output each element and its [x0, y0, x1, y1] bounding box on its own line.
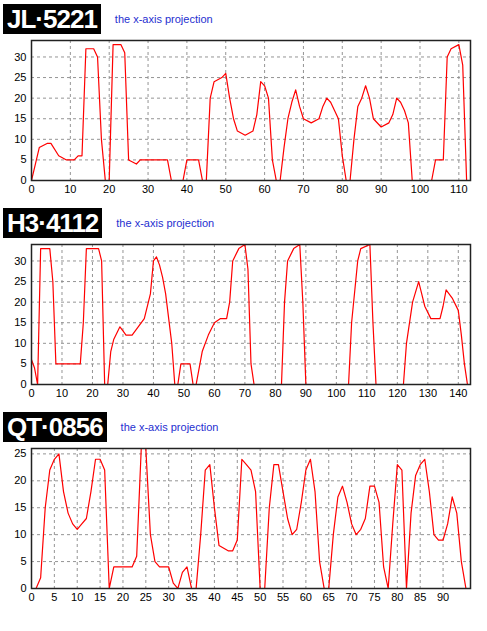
svg-text:110: 110	[358, 387, 376, 399]
svg-text:30: 30	[14, 50, 26, 62]
svg-text:10: 10	[64, 183, 76, 195]
html-text:the x-axis projection: the x-axis projection	[120, 421, 219, 433]
svg-text:130: 130	[419, 387, 437, 399]
svg-text:25: 25	[140, 591, 152, 603]
svg-text:40: 40	[147, 387, 159, 399]
svg-text:50: 50	[220, 183, 232, 195]
svg-text:25: 25	[14, 275, 26, 287]
html-text:H3·4112: H3·4112	[7, 208, 99, 238]
html-text:QT·0856: QT·0856	[7, 412, 103, 442]
svg-text:140: 140	[449, 387, 467, 399]
svg-text:10: 10	[56, 387, 68, 399]
svg-text:20: 20	[117, 591, 129, 603]
svg-text:25: 25	[14, 71, 26, 83]
svg-text:25: 25	[14, 447, 26, 459]
svg-text:10: 10	[71, 591, 83, 603]
svg-text:70: 70	[345, 591, 357, 603]
svg-text:30: 30	[14, 254, 26, 266]
html-text:JL·5221: JL·5221	[7, 4, 97, 34]
svg-text:50: 50	[178, 387, 190, 399]
html-text:the x-axis projection: the x-axis projection	[114, 13, 213, 25]
svg-text:0: 0	[28, 183, 34, 195]
svg-text:5: 5	[20, 555, 26, 567]
svg-text:15: 15	[14, 316, 26, 328]
svg-text:110: 110	[450, 183, 468, 195]
svg-text:15: 15	[94, 591, 106, 603]
svg-text:5: 5	[20, 153, 26, 165]
svg-text:0: 0	[20, 378, 26, 390]
svg-text:5: 5	[51, 591, 57, 603]
svg-text:50: 50	[254, 591, 266, 603]
svg-text:55: 55	[277, 591, 289, 603]
svg-text:100: 100	[411, 183, 429, 195]
svg-text:60: 60	[258, 183, 270, 195]
svg-text:15: 15	[14, 112, 26, 124]
svg-text:90: 90	[300, 387, 312, 399]
svg-text:80: 80	[391, 591, 403, 603]
svg-text:15: 15	[14, 501, 26, 513]
svg-text:10: 10	[14, 133, 26, 145]
svg-text:65: 65	[323, 591, 335, 603]
svg-text:80: 80	[336, 183, 348, 195]
svg-text:45: 45	[231, 591, 243, 603]
svg-text:0: 0	[20, 582, 26, 594]
svg-text:40: 40	[181, 183, 193, 195]
svg-text:85: 85	[414, 591, 426, 603]
svg-text:60: 60	[208, 387, 220, 399]
svg-text:80: 80	[269, 387, 281, 399]
svg-text:0: 0	[20, 174, 26, 186]
svg-text:70: 70	[239, 387, 251, 399]
svg-text:100: 100	[327, 387, 345, 399]
svg-text:40: 40	[208, 591, 220, 603]
svg-text:120: 120	[388, 387, 406, 399]
html-text:the x-axis projection: the x-axis projection	[116, 217, 215, 229]
svg-text:20: 20	[14, 92, 26, 104]
svg-text:20: 20	[103, 183, 115, 195]
svg-text:90: 90	[375, 183, 387, 195]
svg-text:30: 30	[163, 591, 175, 603]
svg-text:10: 10	[14, 528, 26, 540]
svg-text:35: 35	[185, 591, 197, 603]
svg-text:60: 60	[300, 591, 312, 603]
svg-text:10: 10	[14, 337, 26, 349]
svg-text:30: 30	[117, 387, 129, 399]
svg-text:90: 90	[437, 591, 449, 603]
svg-text:70: 70	[297, 183, 309, 195]
svg-text:30: 30	[142, 183, 154, 195]
svg-text:20: 20	[14, 474, 26, 486]
svg-text:20: 20	[86, 387, 98, 399]
svg-text:0: 0	[28, 387, 34, 399]
svg-text:75: 75	[368, 591, 380, 603]
svg-text:5: 5	[20, 357, 26, 369]
svg-text:0: 0	[28, 591, 34, 603]
svg-text:20: 20	[14, 296, 26, 308]
